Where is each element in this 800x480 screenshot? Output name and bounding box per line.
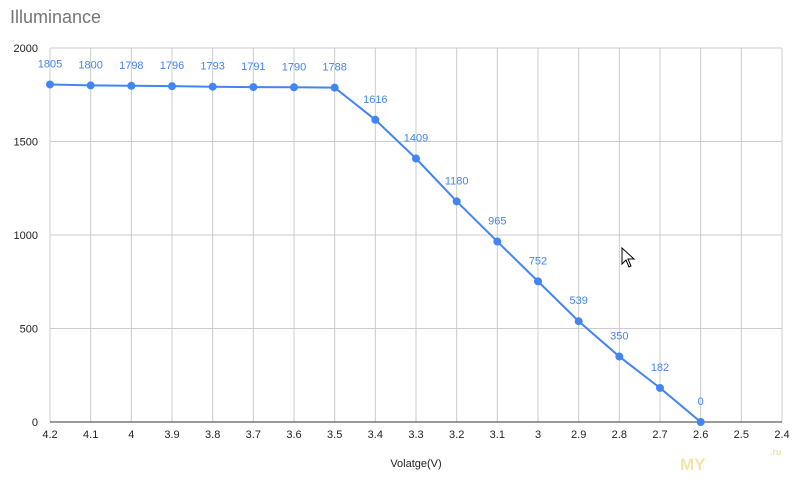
data-label: 752 <box>529 255 547 267</box>
data-point <box>615 352 624 361</box>
x-tick-label: 2.4 <box>774 429 789 441</box>
chart-title: Illuminance <box>10 7 101 27</box>
data-label: 1800 <box>78 59 102 71</box>
y-tick-label: 1000 <box>14 230 38 242</box>
data-label: 0 <box>698 396 704 408</box>
x-tick-label: 3.1 <box>490 429 505 441</box>
data-point <box>493 237 502 246</box>
x-tick-label: 2.9 <box>571 429 586 441</box>
x-tick-label: 3.6 <box>286 429 301 441</box>
x-tick-label: 2.6 <box>693 429 708 441</box>
data-point <box>290 83 298 92</box>
data-label: 1793 <box>200 61 224 73</box>
data-point <box>127 81 136 90</box>
data-label: 539 <box>569 295 587 307</box>
data-label: 1796 <box>160 60 184 72</box>
data-point <box>46 80 54 89</box>
data-label: 1409 <box>404 133 428 145</box>
data-point <box>208 82 217 91</box>
x-tick-label: 3.5 <box>327 429 342 441</box>
x-tick-label: 3.7 <box>246 429 261 441</box>
x-axis-title: Volatge(V) <box>390 458 441 470</box>
data-point <box>574 317 583 326</box>
x-tick-label: 4.1 <box>83 429 98 441</box>
data-point <box>168 82 176 91</box>
y-tick-label: 1500 <box>14 137 38 149</box>
data-label: 1180 <box>445 175 469 187</box>
x-tick-label: 3.8 <box>205 429 220 441</box>
x-tick-label: 4 <box>128 429 134 441</box>
x-tick-label: 3.3 <box>408 429 423 441</box>
x-tick-label: 3.4 <box>368 429 383 441</box>
data-point <box>371 115 380 124</box>
series-illuminance <box>46 80 705 426</box>
mouse-cursor-icon <box>621 246 636 268</box>
data-point <box>656 383 664 392</box>
x-axis-ticks: 4.2 4.1 4 3.9 3.8 3.7 3.6 3.5 3.4 3.3 3.2 3.1 3 2.9 2.… <box>42 429 789 441</box>
x-tick-label: 2.8 <box>612 429 627 441</box>
data-label: 1805 <box>38 58 62 70</box>
x-tick-label: 4.2 <box>42 429 57 441</box>
data-point <box>86 81 95 90</box>
x-tick-label: 2.5 <box>734 429 749 441</box>
data-label: 1791 <box>241 61 265 73</box>
y-axis-ticks: 0 500 1000 1500 2000 <box>14 43 38 429</box>
watermark-logo-suffix: .ru <box>770 447 782 457</box>
data-label: 1790 <box>282 61 306 73</box>
y-tick-label: 2000 <box>14 43 38 55</box>
data-point <box>412 154 420 163</box>
data-label: 965 <box>488 216 506 228</box>
data-point <box>249 83 258 92</box>
data-label: 1798 <box>119 60 143 72</box>
data-point <box>452 197 461 206</box>
data-label: 350 <box>610 331 628 343</box>
data-point <box>696 418 705 426</box>
x-tick-label: 3 <box>535 429 541 441</box>
x-tick-label: 3.9 <box>164 429 179 441</box>
data-point <box>330 83 339 92</box>
data-label: 182 <box>651 362 669 374</box>
y-tick-label: 500 <box>20 324 38 336</box>
data-label: 1788 <box>322 62 346 74</box>
grid-lines <box>49 47 783 422</box>
data-label: 1616 <box>363 94 387 106</box>
data-point <box>534 277 542 286</box>
watermark-logo: MY <box>680 455 706 474</box>
y-tick-label: 0 <box>32 417 38 429</box>
data-labels: 1805 1800 1798 1796 1793 1791 1790 1788 1616 1409… <box>38 58 704 408</box>
x-tick-label: 3.2 <box>449 429 464 441</box>
x-tick-label: 2.7 <box>652 429 667 441</box>
